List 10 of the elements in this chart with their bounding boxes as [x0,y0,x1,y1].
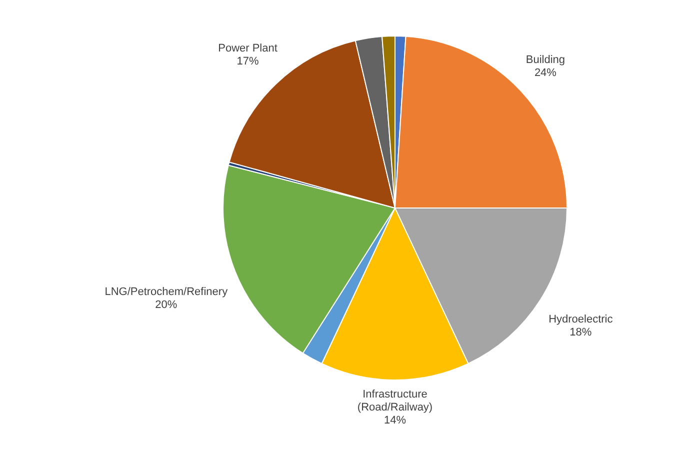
slice-label: Power Plant [218,42,278,55]
slice-label: LNG/Petrochem/Refinery [104,286,228,298]
data-label: 17% [236,56,259,68]
data-label: 18% [570,326,592,338]
slice-label: Hydroelectric [548,313,614,326]
data-label: 24% [534,67,557,80]
slice-label: Infrastructure (Road/Railway) [357,388,433,414]
slice-label: Building [526,54,566,66]
data-label: 14% [384,414,406,426]
data-label: 20% [155,299,178,312]
